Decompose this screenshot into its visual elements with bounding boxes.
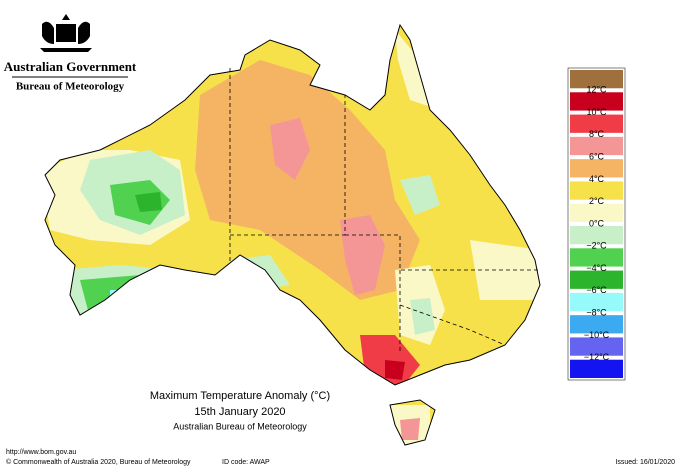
legend-label: 6°C (589, 152, 605, 162)
footer-copyright: © Commonwealth of Australia 2020, Bureau… (6, 458, 191, 466)
legend-label: −12°C (584, 352, 610, 362)
state-borders (229, 68, 540, 352)
coastline (44, 23, 541, 446)
coat-of-arms (40, 14, 92, 52)
legend-label: 10°C (586, 107, 607, 117)
legend-label: −10°C (584, 330, 610, 340)
footer-id: ID code: AWAP (222, 459, 270, 466)
legend-label: 2°C (589, 196, 605, 206)
legend-label: −2°C (586, 241, 607, 251)
legend-swatch (570, 92, 623, 111)
legend-swatch (570, 181, 623, 200)
legend-label: 0°C (589, 218, 605, 228)
legend-swatch (570, 359, 623, 378)
legend-swatch (570, 292, 623, 312)
map-title: Maximum Temperature Anomaly (°C) (150, 390, 330, 402)
legend-label: 8°C (589, 129, 605, 139)
legend-label: 12°C (586, 85, 607, 95)
legend-swatch (570, 70, 623, 89)
agency-name: Australian Government (4, 59, 137, 74)
legend-swatch (570, 315, 623, 334)
legend-swatch (570, 203, 623, 222)
legend-swatch (570, 270, 623, 289)
legend-label: 4°C (589, 174, 605, 184)
bureau-name: Bureau of Meteorology (16, 81, 125, 93)
legend-swatch (570, 159, 623, 178)
legend-label: −8°C (586, 308, 607, 318)
legend-swatch (570, 114, 623, 133)
footer-issued: Issued: 16/01/2020 (615, 459, 675, 466)
legend: 12°C 10°C 8°C 6°C 4°C 2°C 0°C −2°C −4°C −6°C −8°C −… (567, 67, 626, 381)
footer-url: http://www.bom.gov.au (6, 449, 76, 456)
legend-swatch (570, 248, 623, 267)
legend-label: −4°C (586, 263, 607, 273)
legend-swatch (570, 136, 623, 156)
map-source: Australian Bureau of Meteorology (173, 421, 307, 431)
legend-label: −6°C (586, 285, 607, 295)
legend-swatch (570, 226, 623, 245)
map-date: 15th January 2020 (194, 406, 285, 418)
legend-swatch (570, 337, 623, 356)
